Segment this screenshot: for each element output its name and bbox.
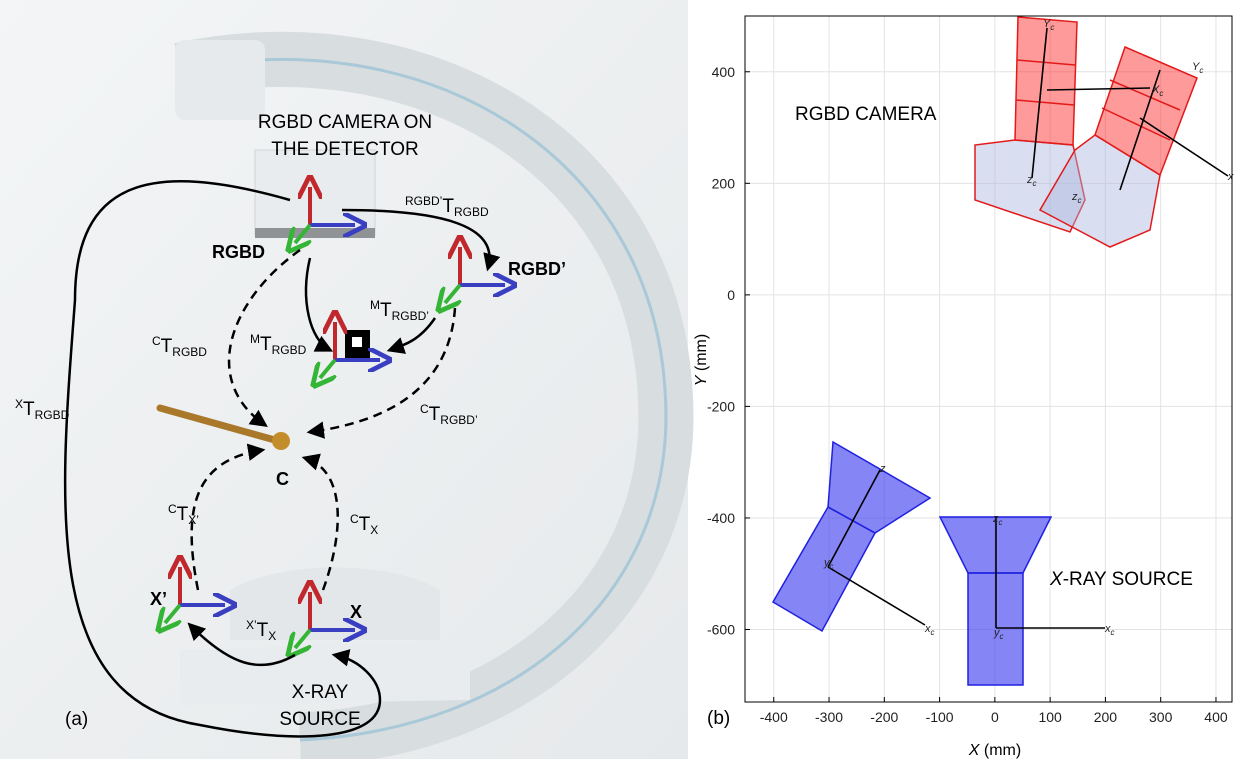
frame-name: C <box>276 469 289 489</box>
frame-sub: c <box>1078 196 1082 205</box>
panel-label: (a) <box>65 709 88 730</box>
marker-pattern <box>352 337 362 347</box>
y-tick-label: -600 <box>707 621 735 637</box>
figure: RGBD CAMERA ON THE DETECTOR X-RAY SOURCE… <box>0 0 1238 759</box>
frame-sub: c <box>1159 89 1163 98</box>
source-meshes <box>773 442 1051 685</box>
frame-sub: c <box>931 628 935 637</box>
superscript: RGBD’ <box>405 194 442 208</box>
x-tick-label: -100 <box>926 709 954 725</box>
symbol: T <box>429 404 441 425</box>
detector <box>255 150 375 235</box>
frame-sub: c <box>1111 628 1115 637</box>
subscript: RGBD <box>454 205 489 219</box>
panel-a: RGBD CAMERA ON THE DETECTOR X-RAY SOURCE… <box>0 0 688 759</box>
symbol: T <box>260 334 272 355</box>
subscript: RGBD <box>272 343 307 357</box>
x-tick-label: 100 <box>1038 709 1062 725</box>
frame-sub: c <box>999 518 1003 527</box>
camera-meshes <box>975 17 1197 247</box>
symbol: T <box>359 514 371 535</box>
x-tick-label: -400 <box>760 709 788 725</box>
superscript: X’ <box>246 618 257 632</box>
frame-label: xc <box>1104 623 1115 637</box>
frame-sub: c <box>1050 23 1054 32</box>
symbol: T <box>257 620 269 641</box>
frame-label: Yc <box>1192 61 1203 75</box>
subscript: RGBD <box>35 408 70 422</box>
source-title: X-RAY <box>292 682 349 703</box>
phantom-ball <box>272 432 290 450</box>
symbol: T <box>161 336 173 357</box>
camera-title: RGBD CAMERA ON <box>258 112 432 133</box>
symbol: T <box>380 300 392 321</box>
axis-unit: (mm) <box>979 742 1021 759</box>
frame-sub: c <box>1033 179 1037 188</box>
frame-label: xc <box>924 623 935 637</box>
annotation-text: -RAY SOURCE <box>1063 569 1193 590</box>
x-tick-label: 300 <box>1149 709 1173 725</box>
source-title: SOURCE <box>279 709 360 730</box>
panel-label: (b) <box>707 708 730 729</box>
superscript: C <box>168 502 177 516</box>
camera-title: THE DETECTOR <box>271 139 418 160</box>
x-tick-label: 0 <box>991 709 999 725</box>
axis-unit: (mm) <box>693 334 710 376</box>
annotation: RGBD CAMERA <box>795 104 937 125</box>
axis-line <box>828 567 925 625</box>
frame-sub: c <box>1199 66 1203 75</box>
symbol: T <box>177 504 189 525</box>
x-tick-label: 400 <box>1204 709 1228 725</box>
x-tick-label: -300 <box>815 709 843 725</box>
y-tick-label: 200 <box>712 175 736 191</box>
symbol: T <box>23 399 35 420</box>
arm-top <box>175 40 265 120</box>
frame-label: zc <box>992 513 1003 527</box>
symbol: T <box>442 196 454 217</box>
detector-rim <box>255 228 375 238</box>
frame-label: x <box>1227 171 1234 183</box>
subscript: X <box>370 523 378 537</box>
subscript: RGBD’ <box>392 309 429 323</box>
frame-axis: x <box>1227 171 1234 183</box>
superscript: M <box>250 332 260 346</box>
subscript: X <box>268 629 276 643</box>
frame-name: RGBD’ <box>508 259 566 279</box>
y-tick-label: -400 <box>707 510 735 526</box>
frame-axis: z <box>879 463 886 475</box>
subscript: RGBD <box>172 345 207 359</box>
y-tick-label: 400 <box>712 64 736 80</box>
frame-name: RGBD <box>212 242 265 262</box>
x-tick-label: -200 <box>870 709 898 725</box>
superscript: X <box>15 397 23 411</box>
frame-sub: c <box>1000 632 1004 641</box>
y-tick-label: -200 <box>707 398 735 414</box>
subscript: RGBD’ <box>440 413 477 427</box>
superscript: C <box>350 512 359 526</box>
superscript: C <box>420 402 429 416</box>
frame-name: X <box>350 602 362 622</box>
y-tick-label: 0 <box>727 287 735 303</box>
y-axis-label: Y (mm) <box>693 334 710 386</box>
frame-sub: c <box>830 562 834 571</box>
x-axis-label: X (mm) <box>968 742 1021 759</box>
x-tick-label: 200 <box>1094 709 1118 725</box>
subscript: X’ <box>188 513 199 527</box>
panel-b: -400 -300 -200 -100 0 100 200 300 400 -600 -400 -20… <box>693 16 1234 759</box>
annotation: X-RAY SOURCE <box>1049 569 1193 590</box>
frame-label: z <box>879 463 886 475</box>
source-body <box>773 507 875 631</box>
frame-name: X’ <box>150 589 167 609</box>
superscript: M <box>370 298 380 312</box>
superscript: C <box>152 334 161 348</box>
